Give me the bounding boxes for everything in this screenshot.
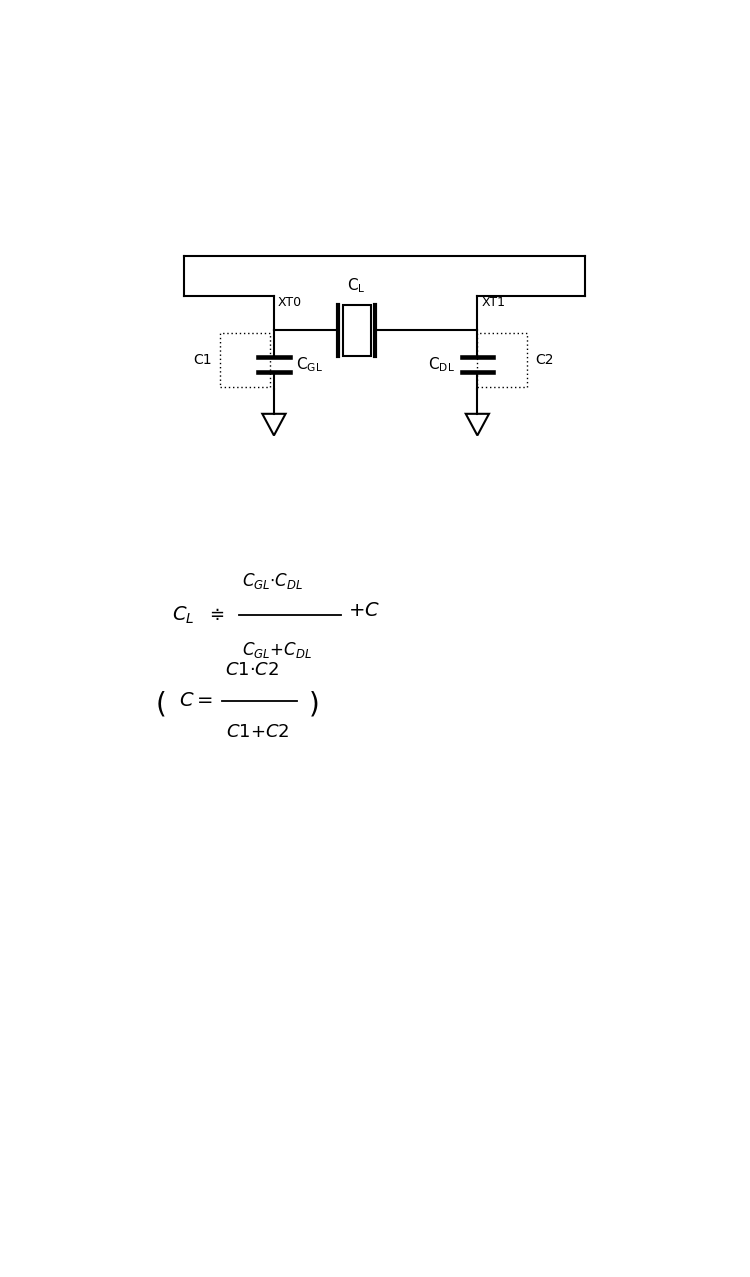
Text: $($: $($ xyxy=(154,690,165,719)
Bar xyxy=(220,333,270,387)
Bar xyxy=(477,333,526,387)
Bar xyxy=(343,305,370,356)
Text: $\mathregular{C_{GL}}$: $\mathregular{C_{GL}}$ xyxy=(296,355,323,373)
Text: XT0: XT0 xyxy=(278,296,302,309)
Text: $C{=}$: $C{=}$ xyxy=(179,691,213,710)
Text: $C_{GL}{\cdot}C_{DL}$: $C_{GL}{\cdot}C_{DL}$ xyxy=(242,571,303,591)
Text: $\doteqdot$: $\doteqdot$ xyxy=(206,607,224,624)
Text: $+C$: $+C$ xyxy=(348,601,380,619)
Text: $\mathregular{C_L}$: $\mathregular{C_L}$ xyxy=(347,276,366,295)
Text: C2: C2 xyxy=(536,354,554,368)
Text: $)$: $)$ xyxy=(308,690,318,719)
Text: $C_L$: $C_L$ xyxy=(172,605,194,626)
Text: $C_{GL}{+}C_{DL}$: $C_{GL}{+}C_{DL}$ xyxy=(242,640,312,660)
Text: C1: C1 xyxy=(193,354,211,368)
Text: $\mathregular{C_{DL}}$: $\mathregular{C_{DL}}$ xyxy=(428,355,455,373)
Text: $C1{\cdot}C2$: $C1{\cdot}C2$ xyxy=(224,661,278,679)
Text: $C1{+}C2$: $C1{+}C2$ xyxy=(226,723,290,741)
Text: XT1: XT1 xyxy=(482,296,506,309)
